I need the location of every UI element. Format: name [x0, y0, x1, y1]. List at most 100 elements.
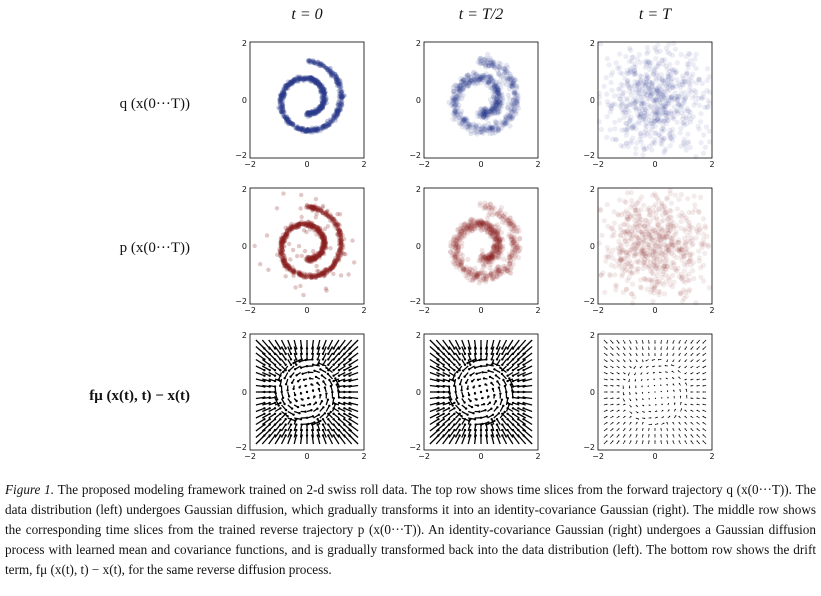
sample-point [309, 204, 314, 209]
sample-point [321, 237, 326, 242]
sample-point [305, 111, 310, 116]
sample-point [494, 231, 501, 237]
sample-point [635, 258, 641, 264]
sample-point [652, 249, 658, 255]
sample-point [648, 85, 654, 91]
sample-point [311, 126, 317, 131]
sample-point [332, 263, 337, 268]
sample-point [687, 51, 693, 57]
sample-point [319, 105, 324, 110]
sample-point [648, 284, 655, 290]
sample-point [277, 246, 282, 251]
sample-point [320, 104, 325, 110]
sample-point [641, 260, 647, 266]
sample-point [626, 275, 632, 281]
sample-point [655, 112, 661, 118]
sample-point [601, 218, 607, 224]
sample-point [677, 291, 683, 297]
sample-point [494, 222, 500, 228]
sample-point [666, 247, 672, 253]
sample-point [320, 271, 325, 276]
sample-point [338, 237, 343, 242]
sample-point [316, 108, 321, 114]
sample-point [660, 83, 666, 89]
sample-point [278, 104, 284, 110]
sample-point [490, 103, 496, 109]
sample-point [308, 75, 313, 80]
sample-point [307, 76, 312, 81]
sample-point [330, 116, 336, 121]
sample-point [326, 214, 332, 219]
sample-point [467, 266, 473, 272]
sample-point [665, 216, 671, 222]
sample-point [648, 118, 654, 124]
sample-point [280, 243, 285, 248]
sample-point [490, 251, 497, 257]
sample-point [338, 81, 343, 87]
drift-arrow-head [295, 423, 298, 426]
drift-arrow-head [290, 407, 294, 410]
sample-point [475, 271, 481, 277]
sample-point [452, 96, 458, 102]
sample-point [474, 220, 480, 226]
sample-point [334, 76, 339, 81]
sample-point [340, 89, 345, 94]
sample-point [289, 225, 294, 231]
sample-point [457, 226, 463, 232]
sample-point [331, 116, 336, 121]
sample-point [642, 262, 648, 268]
sample-point [639, 83, 645, 89]
sample-point [279, 244, 285, 250]
sample-point [659, 57, 665, 63]
sample-point [703, 124, 709, 130]
sample-point [281, 236, 286, 241]
sample-point [670, 233, 676, 239]
sample-point [619, 90, 626, 97]
sample-point [452, 251, 459, 258]
sample-point [317, 251, 323, 257]
sample-point [281, 235, 287, 240]
sample-point [637, 79, 643, 85]
drift-arrow-head [284, 347, 287, 350]
sample-point [312, 223, 317, 229]
sample-point [497, 239, 503, 245]
sample-point [691, 102, 697, 108]
sample-point [308, 75, 313, 80]
sample-point [309, 224, 315, 230]
sample-point [328, 118, 334, 123]
sample-point [326, 121, 331, 126]
sample-point [654, 282, 660, 288]
sample-point [308, 110, 313, 115]
sample-point [653, 87, 660, 93]
sample-point [648, 268, 654, 274]
sample-point [324, 121, 330, 127]
sample-point [290, 121, 295, 126]
sample-point [289, 224, 294, 230]
sample-point [638, 100, 644, 106]
sample-point [619, 273, 625, 279]
sample-point [335, 109, 341, 115]
sample-point [665, 217, 671, 223]
sample-point [321, 272, 326, 277]
sample-point [322, 124, 328, 129]
sample-point [457, 266, 463, 272]
sample-point [285, 231, 290, 236]
sample-point [701, 90, 707, 96]
sample-point [322, 122, 327, 128]
sample-point [457, 112, 464, 118]
sample-point [452, 107, 458, 113]
sample-point [475, 222, 481, 229]
sample-point [624, 70, 630, 76]
sample-point [456, 263, 462, 269]
sample-point [321, 100, 326, 105]
sample-point [308, 258, 314, 263]
sample-point [459, 124, 466, 130]
drift-arrow-head [279, 369, 282, 372]
sample-point [492, 64, 498, 71]
sample-point [496, 70, 502, 76]
sample-point [309, 75, 315, 80]
sample-point [321, 99, 327, 105]
sample-point [478, 218, 484, 224]
sample-point [309, 224, 314, 229]
sample-point [314, 81, 319, 86]
